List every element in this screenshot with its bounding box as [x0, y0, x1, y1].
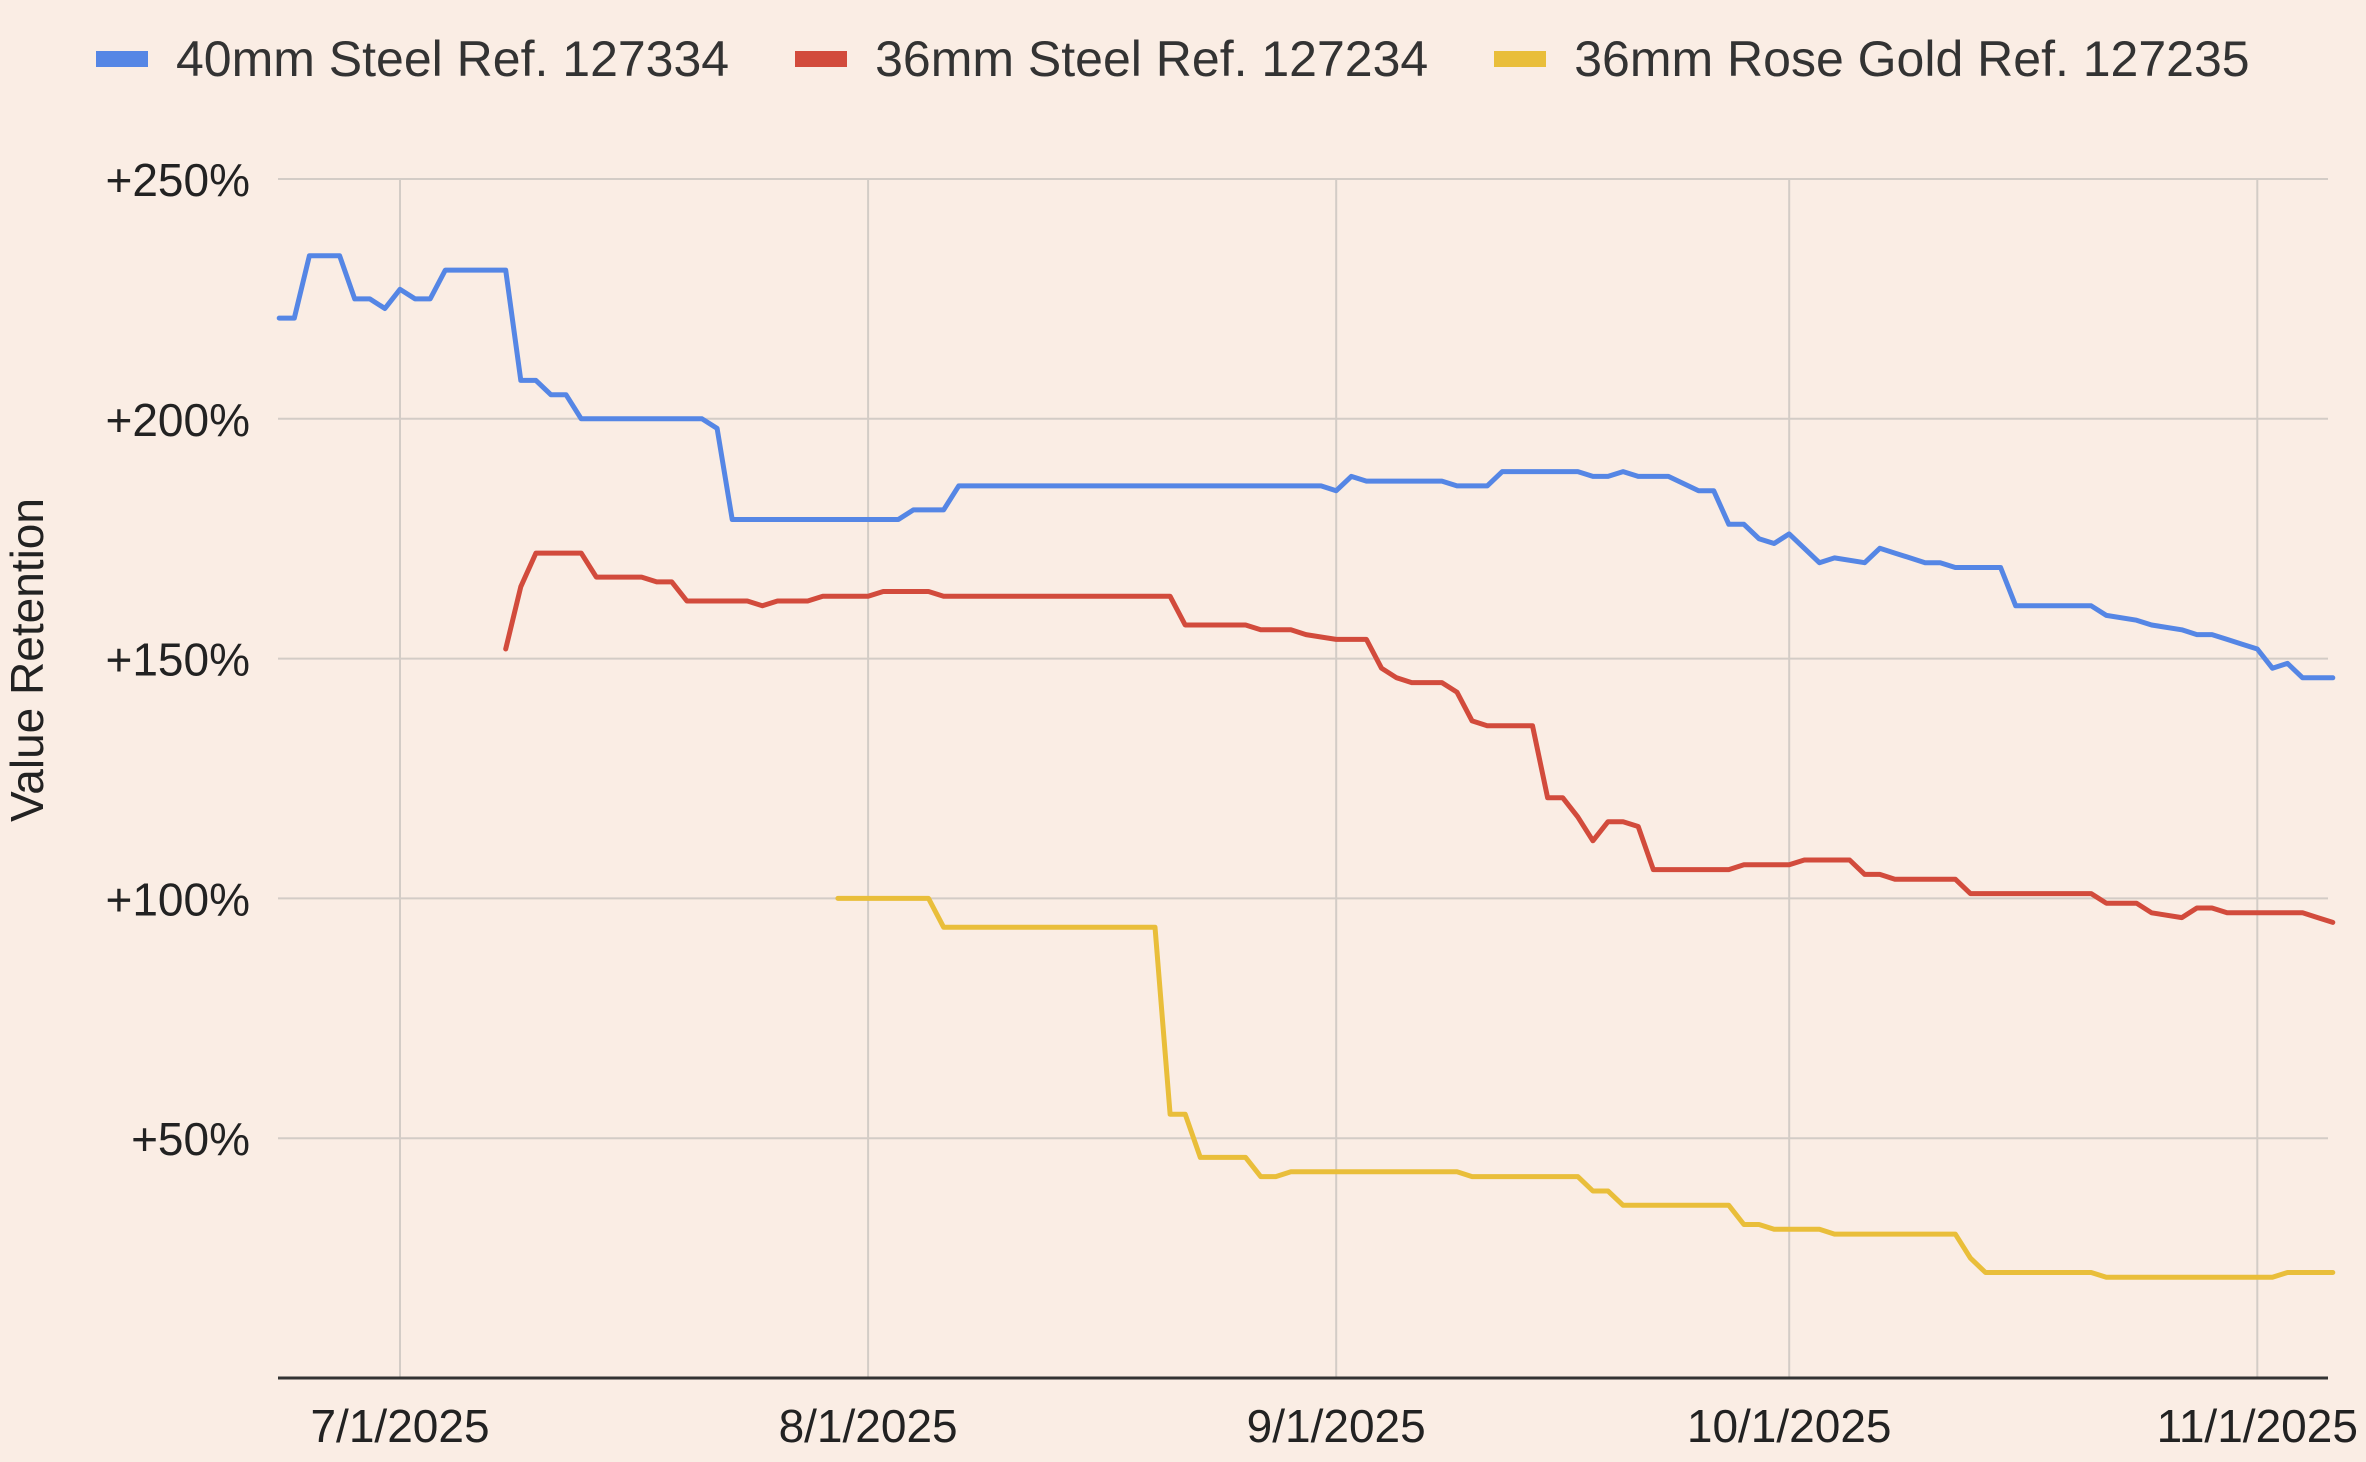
y-tick-label: +250% — [105, 154, 250, 206]
x-tick-label: 11/1/2025 — [2157, 1400, 2358, 1452]
x-tick-label: 9/1/2025 — [1247, 1400, 1426, 1452]
x-tick-label: 7/1/2025 — [310, 1400, 489, 1452]
y-tick-label: +100% — [105, 873, 250, 925]
legend-swatch-36mm-rose-gold — [1494, 51, 1547, 67]
legend-item-36mm-rose-gold[interactable]: 36mm Rose Gold Ref. 127235 — [1494, 30, 2250, 88]
legend-label-36mm-steel: 36mm Steel Ref. 127234 — [875, 31, 1429, 87]
y-tick-label: +150% — [105, 634, 250, 686]
x-tick-label: 8/1/2025 — [779, 1400, 958, 1452]
series-line-0 — [276, 253, 2336, 681]
series-line-2 — [835, 895, 2336, 1280]
legend-label-36mm-rose-gold: 36mm Rose Gold Ref. 127235 — [1574, 31, 2250, 87]
y-tick-label: +50% — [131, 1113, 250, 1165]
y-tick-label: +200% — [105, 394, 250, 446]
chart-legend: 40mm Steel Ref. 127334 36mm Steel Ref. 1… — [96, 30, 2316, 88]
legend-label-40mm-steel: 40mm Steel Ref. 127334 — [176, 31, 730, 87]
x-tick-label: 10/1/2025 — [1687, 1400, 1892, 1452]
legend-item-36mm-steel[interactable]: 36mm Steel Ref. 127234 — [795, 30, 1428, 88]
legend-item-40mm-steel[interactable]: 40mm Steel Ref. 127334 — [96, 30, 729, 88]
legend-swatch-40mm-steel — [96, 51, 148, 67]
legend-swatch-36mm-steel — [795, 51, 848, 67]
series-line-1 — [503, 550, 2336, 925]
